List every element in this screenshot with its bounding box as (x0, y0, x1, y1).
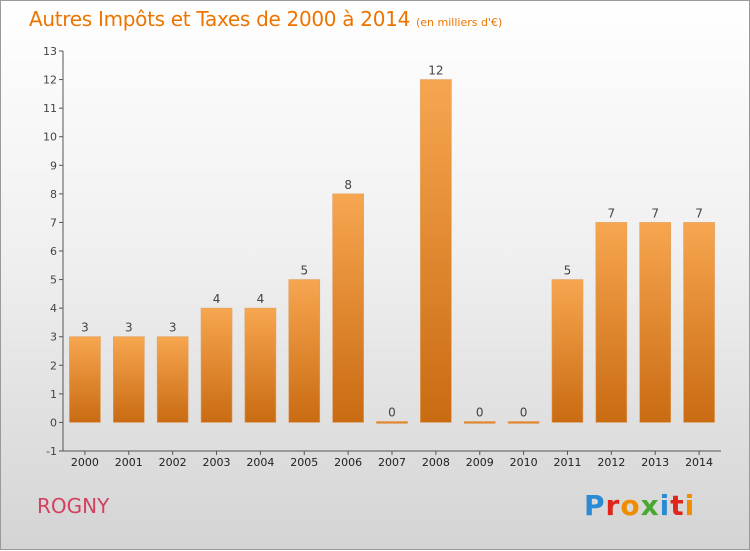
bar (683, 222, 715, 423)
y-tick-label: 9 (50, 159, 57, 172)
bar (69, 336, 101, 423)
bar-value-label: 3 (169, 321, 177, 335)
x-tick-label: 2009 (466, 456, 494, 469)
y-tick-label: 13 (43, 45, 57, 58)
bar (156, 336, 189, 423)
bar (288, 279, 321, 423)
bar-value-label: 0 (476, 405, 484, 419)
y-tick-label: 7 (50, 216, 57, 229)
x-tick-label: 2014 (685, 456, 713, 469)
y-tick-label: 2 (50, 359, 57, 372)
y-tick-label: 0 (50, 416, 57, 429)
y-tick-label: -1 (46, 445, 57, 458)
chart-unit: (en milliers d'€) (416, 16, 503, 29)
bar (595, 222, 628, 423)
x-tick-label: 2004 (246, 456, 274, 469)
x-tick-label: 2013 (641, 456, 669, 469)
bar-value-label: 4 (257, 292, 265, 306)
x-tick-label: 2006 (334, 456, 362, 469)
bar (332, 193, 364, 423)
y-tick-label: 8 (50, 188, 57, 201)
bar (420, 79, 452, 423)
bar-value-label: 3 (81, 321, 89, 335)
bar-value-label: 7 (608, 206, 616, 220)
y-tick-label: 11 (43, 102, 57, 115)
x-tick-label: 2005 (290, 456, 318, 469)
bar-value-label: 5 (564, 264, 572, 278)
bar-value-label: 3 (125, 321, 133, 335)
x-tick-label: 2010 (510, 456, 538, 469)
chart-title: Autres Impôts et Taxes de 2000 à 2014 (en… (29, 7, 502, 31)
y-tick-label: 10 (43, 131, 57, 144)
bar (551, 279, 584, 423)
x-tick-label: 2000 (71, 456, 99, 469)
bar-value-label: 4 (213, 292, 221, 306)
x-tick-label: 2001 (115, 456, 143, 469)
x-tick-label: 2007 (378, 456, 406, 469)
bar-value-label: 7 (651, 206, 659, 220)
bar-value-label: 0 (520, 405, 528, 419)
bar (463, 421, 496, 424)
bar-value-label: 0 (388, 405, 396, 419)
bar-value-label: 5 (300, 264, 308, 278)
bar-value-label: 8 (344, 178, 352, 192)
bar-value-label: 12 (428, 64, 443, 78)
bar (507, 421, 540, 424)
y-tick-label: 6 (50, 245, 57, 258)
y-tick-label: 4 (50, 302, 57, 315)
bar-value-label: 7 (695, 206, 703, 220)
bar (376, 421, 408, 424)
x-tick-label: 2011 (553, 456, 581, 469)
commune-name: ROGNY (37, 494, 110, 518)
bar (200, 307, 233, 423)
proxiti-logo: Proxiti (584, 489, 696, 522)
x-tick-label: 2002 (159, 456, 187, 469)
bar (639, 222, 672, 423)
y-tick-label: 1 (50, 388, 57, 401)
y-tick-label: 3 (50, 331, 57, 344)
x-tick-label: 2003 (203, 456, 231, 469)
x-tick-label: 2012 (597, 456, 625, 469)
chart-title-text: Autres Impôts et Taxes de 2000 à 2014 (29, 7, 410, 31)
bar (113, 336, 145, 423)
y-tick-label: 12 (43, 74, 57, 87)
y-tick-label: 5 (50, 274, 57, 287)
x-tick-label: 2008 (422, 456, 450, 469)
bar (244, 307, 277, 423)
